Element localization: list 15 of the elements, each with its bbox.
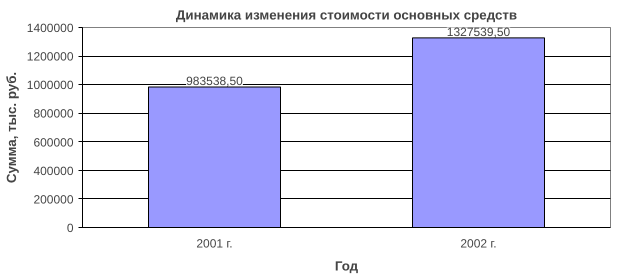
y-tick-label: 0 bbox=[66, 221, 74, 235]
y-tick-label: 800000 bbox=[33, 106, 74, 121]
x-tick-label: 2001 г. bbox=[196, 236, 233, 250]
y-tick-label: 1000000 bbox=[26, 78, 74, 92]
y-tick-label: 1400000 bbox=[26, 21, 74, 35]
y-axis-title: Сумма, тыс. руб. bbox=[4, 72, 19, 184]
y-tick-label: 400000 bbox=[33, 164, 74, 178]
y-tick-label: 600000 bbox=[33, 135, 74, 150]
y-tick-label: 200000 bbox=[33, 192, 74, 206]
x-tick-label: 2002 г. bbox=[460, 236, 497, 250]
y-tick-label: 1200000 bbox=[26, 50, 74, 64]
data-label: 983538,50 bbox=[186, 74, 244, 88]
x-axis-title: Год bbox=[334, 258, 359, 274]
data-label: 1327539,50 bbox=[446, 24, 511, 39]
chart-title: Динамика изменения стоимости основных средств bbox=[176, 8, 518, 22]
